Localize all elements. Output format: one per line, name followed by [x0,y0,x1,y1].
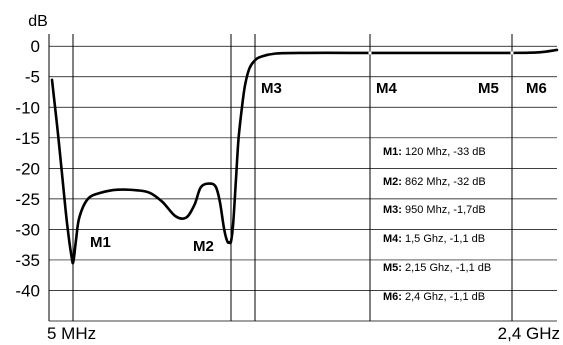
y-tick-label: -20 [15,159,40,178]
marker-legend: M1: 120 Mhz, -33 dB M2: 862 Mhz, -32 dB M3… [383,146,491,303]
legend-entry-m4: M4: 1,5 Ghz, -1,1 dB [383,233,485,245]
x-end-label: 2,4 GHz [498,324,560,343]
legend-entry-m5: M5: 2,15 Ghz, -1,1 dB [383,262,491,274]
y-tick-label: -30 [15,220,40,239]
y-tick-label: -25 [15,190,40,209]
legend-value: 950 Mhz, -1,7dB [402,204,486,216]
marker-dot [368,51,372,55]
legend-value: 2,15 Ghz, -1,1 dB [402,262,491,274]
legend-value: 1,5 Ghz, -1,1 dB [402,233,485,245]
grid [49,45,557,322]
y-axis-unit: dB [28,13,48,30]
series-layer [50,48,559,265]
legend-key: M1: [383,146,402,158]
marker-dot [510,51,514,55]
y-tick-label: -40 [15,281,40,300]
marker-labels: M1 M2 M3 M4 M5 M6 [90,80,547,255]
legend-key: M6: [383,291,402,303]
marker-label-m5: M5 [478,80,499,97]
legend-entry-m2: M2: 862 Mhz, -32 dB [383,176,486,188]
legend-value: 120 Mhz, -33 dB [402,146,486,158]
legend-key: M3: [383,204,402,216]
legend-entry-m3: M3: 950 Mhz, -1,7dB [383,204,486,216]
y-tick-label: -35 [15,251,40,270]
y-tick-label: 0 [31,37,40,56]
y-tick-label: -5 [25,68,40,87]
axes: 0 -5 -10 -15 -20 -25 -30 -35 -40 dB 5 MHz 2,4 GHz [15,13,560,343]
legend-value: 862 Mhz, -32 dB [402,176,486,188]
legend-entry-m6: M6: 2,4 Ghz, -1,1 dB [383,291,485,303]
legend-key: M4: [383,233,402,245]
marker-label-m3: M3 [261,80,282,97]
legend-entry-m1: M1: 120 Mhz, -33 dB [383,146,486,158]
marker-label-m2: M2 [193,238,214,255]
marker-label-m1: M1 [90,234,111,251]
legend-key: M5: [383,262,402,274]
marker-label-m6: M6 [526,80,547,97]
y-tick-label: -15 [15,129,40,148]
series-line-0 [50,48,559,265]
y-tick-label: -10 [15,98,40,117]
legend-value: 2,4 Ghz, -1,1 dB [402,291,485,303]
legend-key: M2: [383,176,402,188]
marker-label-m4: M4 [376,80,397,97]
marker-lines [72,34,513,321]
x-start-label: 5 MHz [47,324,96,343]
